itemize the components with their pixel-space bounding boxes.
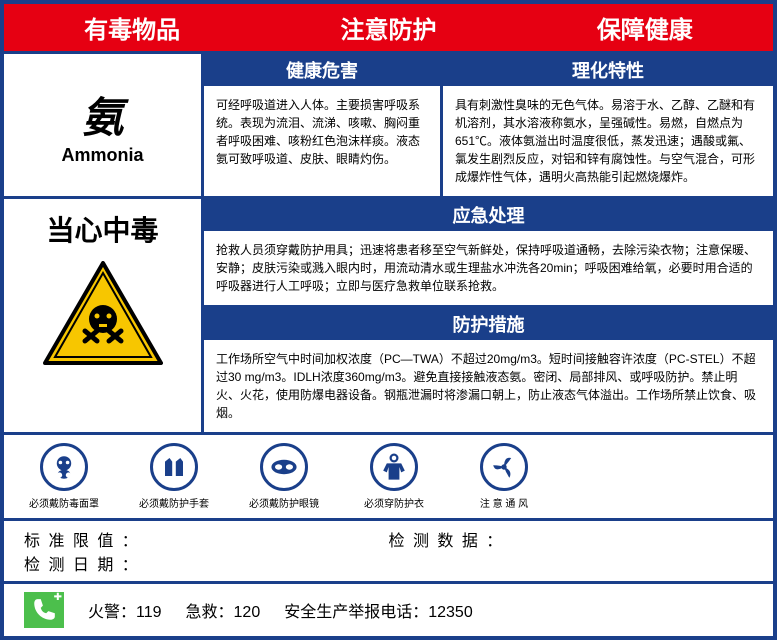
standard-limit-label: 标 准 限 值 ：: [24, 527, 389, 551]
poison-warning-icon: [43, 261, 163, 365]
gloves-icon: [150, 443, 198, 491]
row-warning-guidance: 当心中毒 应急处理 抢救人员须穿戴防护用具；迅速将: [4, 196, 773, 432]
banner-text-3: 保障健康: [517, 10, 773, 45]
rescue-phone: 急救：120: [186, 598, 261, 622]
detection-date-label: 检 测 日 期 ：: [24, 551, 753, 575]
ppe-goggles: 必须戴防护眼镜: [244, 443, 324, 510]
ppe-label: 必须戴防毒面罩: [29, 495, 99, 510]
health-hazard-title: 健康危害: [204, 54, 440, 86]
safety-card: 有毒物品 注意防护 保障健康 氨 Ammonia 健康危害 可经呼吸道进入人体。…: [0, 0, 777, 640]
chemical-name-cell: 氨 Ammonia: [4, 54, 204, 196]
ppe-label: 必须穿防护衣: [364, 495, 424, 510]
physchem-col: 理化特性 具有刺激性臭味的无色气体。易溶于水、乙醇、乙醚和有机溶剂，其水溶液称氨…: [443, 54, 773, 196]
protection-section: 防护措施 工作场所空气中时间加权浓度（PC—TWA）不超过20mg/m3。短时间…: [204, 308, 773, 432]
emergency-body: 抢救人员须穿戴防护用具；迅速将患者移至空气新鲜处，保持呼吸道通畅，去除污染衣物；…: [204, 231, 773, 305]
protection-body: 工作场所空气中时间加权浓度（PC—TWA）不超过20mg/m3。短时间接触容许浓…: [204, 340, 773, 432]
health-hazard-col: 健康危害 可经呼吸道进入人体。主要损害呼吸系统。表现为流泪、流涕、咳嗽、胸闷重者…: [204, 54, 443, 196]
mask-icon: [40, 443, 88, 491]
detection-data-label: 检 测 数 据 ：: [389, 527, 754, 551]
chemical-name-en: Ammonia: [61, 145, 143, 166]
banner-text-2: 注意防护: [260, 10, 516, 45]
protection-title: 防护措施: [204, 308, 773, 340]
warning-cell: 当心中毒: [4, 199, 204, 432]
top-banner: 有毒物品 注意防护 保障健康: [4, 4, 773, 51]
row-chemical-properties: 氨 Ammonia 健康危害 可经呼吸道进入人体。主要损害呼吸系统。表现为流泪、…: [4, 51, 773, 196]
banner-text-1: 有毒物品: [4, 10, 260, 45]
ppe-row: 必须戴防毒面罩 必须戴防护手套 必须戴防护眼镜 必须穿防护衣 注 意 通 风: [4, 432, 773, 518]
ppe-label: 必须戴防护手套: [139, 495, 209, 510]
ppe-mask: 必须戴防毒面罩: [24, 443, 104, 510]
guidance-col: 应急处理 抢救人员须穿戴防护用具；迅速将患者移至空气新鲜处，保持呼吸道通畅，去除…: [204, 199, 773, 432]
data-fields-row: 标 准 限 值 ： 检 测 数 据 ： 检 测 日 期 ：: [4, 518, 773, 581]
emergency-title: 应急处理: [204, 199, 773, 231]
health-hazard-body: 可经呼吸道进入人体。主要损害呼吸系统。表现为流泪、流涕、咳嗽、胸闷重者呼吸困难、…: [204, 86, 440, 196]
ppe-label: 必须戴防护眼镜: [249, 495, 319, 510]
phone-icon: [24, 592, 64, 628]
ppe-ventilation: 注 意 通 风: [464, 443, 544, 510]
suit-icon: [370, 443, 418, 491]
physchem-body: 具有刺激性臭味的无色气体。易溶于水、乙醇、乙醚和有机溶剂，其水溶液称氨水，呈强碱…: [443, 86, 773, 196]
safety-phone: 安全生产举报电话：12350: [284, 598, 473, 622]
ppe-gloves: 必须戴防护手套: [134, 443, 214, 510]
phone-row: 火警：119 急救：120 安全生产举报电话：12350: [4, 581, 773, 636]
goggles-icon: [260, 443, 308, 491]
properties-wrap: 健康危害 可经呼吸道进入人体。主要损害呼吸系统。表现为流泪、流涕、咳嗽、胸闷重者…: [204, 54, 773, 196]
ppe-suit: 必须穿防护衣: [354, 443, 434, 510]
ventilation-icon: [480, 443, 528, 491]
ppe-label: 注 意 通 风: [480, 495, 528, 510]
emergency-section: 应急处理 抢救人员须穿戴防护用具；迅速将患者移至空气新鲜处，保持呼吸道通畅，去除…: [204, 199, 773, 308]
warning-label: 当心中毒: [46, 209, 158, 249]
fire-phone: 火警：119: [88, 598, 162, 622]
chemical-name-cn: 氨: [81, 84, 123, 145]
physchem-title: 理化特性: [443, 54, 773, 86]
